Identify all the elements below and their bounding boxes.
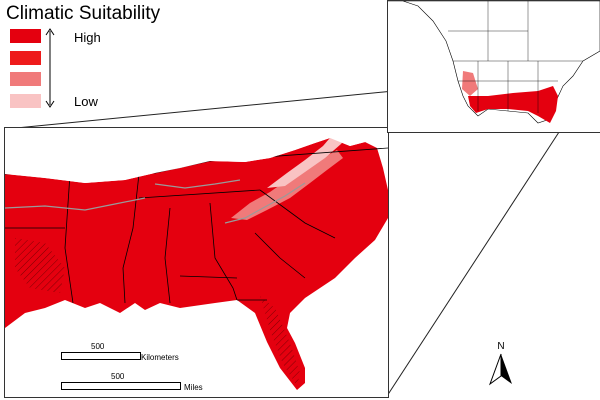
scale-bar-kilometers — [61, 352, 141, 360]
legend-gradient-arrow-icon — [45, 28, 55, 108]
scale-mi-unit: Miles — [184, 383, 203, 392]
inset-map-canvas — [388, 1, 600, 124]
legend-high-label: High — [74, 30, 101, 45]
inset-medium-region — [462, 71, 478, 96]
hatched-area-west — [15, 238, 65, 293]
medium-suitability-region — [231, 150, 343, 220]
legend-swatch-medium-high — [10, 51, 41, 65]
legend-swatch-high — [10, 29, 41, 43]
legend-low-label: Low — [74, 94, 98, 109]
inset-borders — [448, 1, 583, 113]
low-suitability-region — [267, 128, 351, 188]
high-suitability-region — [5, 138, 388, 390]
scale-km-value: 500 — [91, 342, 105, 351]
north-unsuitable-area — [5, 128, 388, 183]
scale-km-unit: Kilometers — [141, 353, 179, 362]
legend-swatch-medium-low — [10, 72, 41, 86]
legend-title: Climatic Suitability — [6, 3, 161, 24]
scale-bar-miles — [61, 382, 181, 390]
inset-map-north-america — [387, 0, 600, 133]
main-map-southeast-us: 500 Kilometers 500 Miles — [4, 127, 389, 398]
legend-swatch-low — [10, 94, 41, 108]
north-arrow-label: N — [497, 341, 504, 352]
north-arrow-icon: N — [488, 341, 512, 386]
river-lines — [5, 179, 306, 224]
inset-suitable-region — [468, 86, 558, 123]
scale-mi-value: 500 — [111, 372, 125, 381]
main-map-canvas — [5, 128, 388, 390]
hatched-area-florida — [260, 296, 300, 386]
